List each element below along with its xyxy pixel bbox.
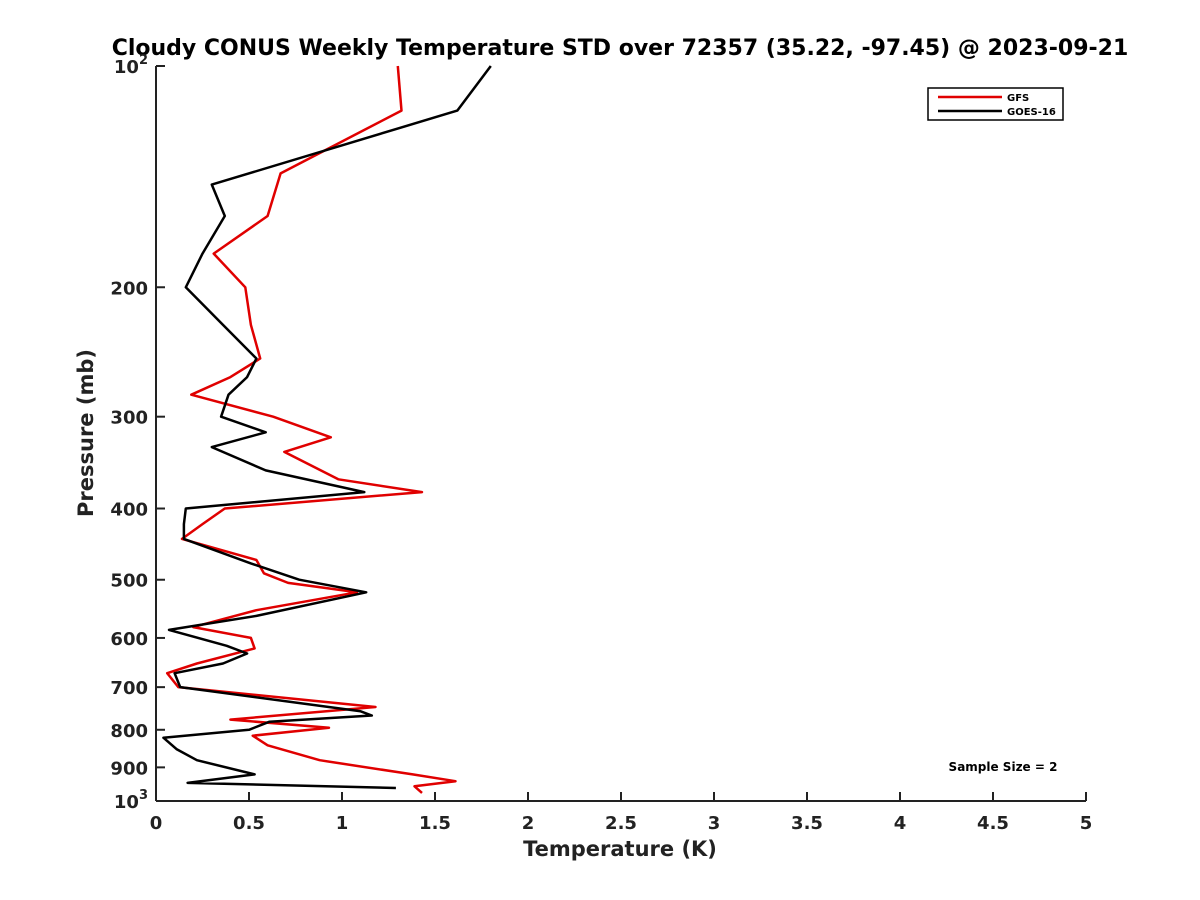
legend: GFS GOES-16 — [927, 87, 1064, 121]
y-tick-label: 600 — [110, 629, 148, 650]
x-tick-label: 3.5 — [791, 813, 823, 834]
x-ticks: 0 0.5 1 1.5 2 2.5 3 3.5 4 4.5 5 — [150, 792, 1093, 834]
x-tick-label: 2.5 — [605, 813, 637, 834]
series-line-goes16 — [162, 65, 492, 790]
legend-label-goes16: GOES-16 — [1007, 107, 1056, 118]
x-tick-label: 5 — [1080, 813, 1093, 834]
y-tick-label: 103 — [114, 788, 148, 813]
legend-label-gfs: GFS — [1007, 93, 1029, 104]
legend-box — [927, 87, 1064, 121]
y-tick-label: 700 — [110, 678, 148, 699]
x-axis-label: Temperature (K) — [523, 837, 717, 861]
y-axis-label: Pressure (mb) — [74, 349, 98, 517]
y-ticks: 102 200 300 400 500 600 700 800 900 103 — [110, 53, 165, 813]
x-tick-label: 0 — [150, 813, 163, 834]
chart-title: Cloudy CONUS Weekly Temperature STD over… — [112, 36, 1129, 61]
x-tick-label: 4 — [894, 813, 907, 834]
plot-area: 0 0.5 1 1.5 2 2.5 3 3.5 4 4.5 5 102 200 300 400 500 600… — [110, 53, 1092, 834]
x-tick-label: 2 — [522, 813, 535, 834]
y-tick-label: 900 — [110, 758, 148, 779]
series-lines — [162, 65, 492, 794]
x-tick-label: 3 — [708, 813, 721, 834]
y-tick-label: 400 — [110, 500, 148, 521]
y-tick-label: 800 — [110, 721, 148, 742]
x-tick-label: 4.5 — [977, 813, 1009, 834]
y-tick-label: 200 — [110, 278, 148, 299]
series-line-gfs — [165, 65, 457, 794]
y-tick-label: 300 — [110, 408, 148, 429]
x-tick-label: 1.5 — [419, 813, 451, 834]
x-tick-label: 1 — [336, 813, 349, 834]
y-tick-label: 102 — [114, 53, 148, 78]
sample-size-annotation: Sample Size = 2 — [949, 760, 1058, 774]
y-tick-label: 500 — [110, 571, 148, 592]
x-tick-label: 0.5 — [233, 813, 265, 834]
